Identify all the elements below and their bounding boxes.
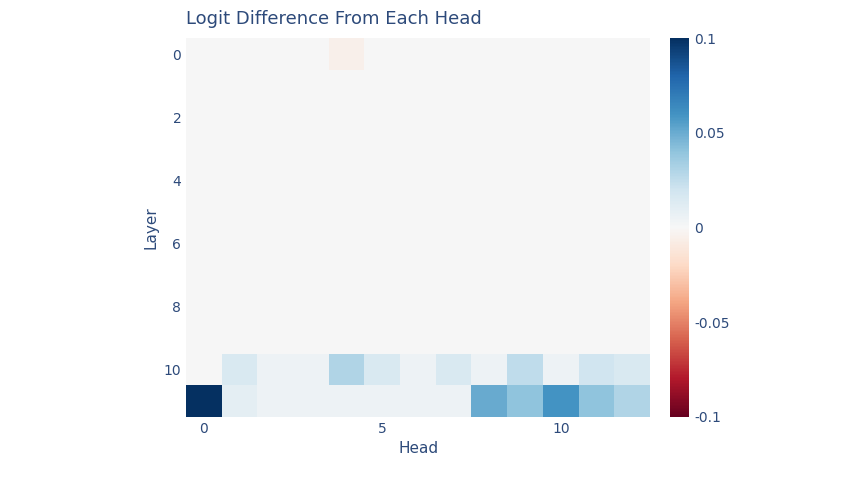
Text: Logit Difference From Each Head: Logit Difference From Each Head <box>186 11 482 28</box>
Y-axis label: Layer: Layer <box>143 206 158 249</box>
X-axis label: Head: Head <box>398 441 438 456</box>
